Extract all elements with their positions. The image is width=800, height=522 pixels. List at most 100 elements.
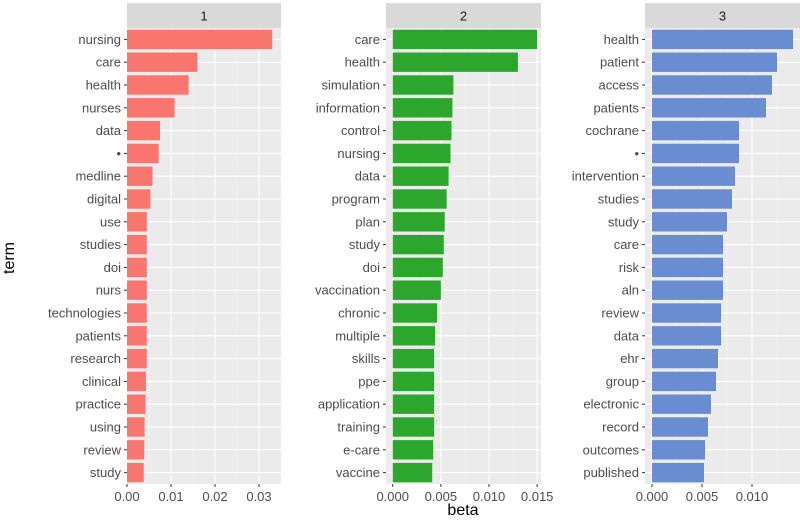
bar-simulation (392, 75, 454, 95)
bar-application (392, 394, 435, 414)
bar-health (127, 75, 189, 95)
y-tick-label: vaccination (315, 283, 380, 298)
y-tick-label: nursing (78, 32, 121, 47)
bar-information (392, 98, 453, 118)
bar-ppe (392, 371, 435, 392)
facet-strip (645, 3, 800, 28)
y-tick-label: care (614, 237, 639, 252)
x-tick-label: 0.02 (202, 489, 227, 504)
bar-intervention (652, 166, 735, 186)
bar-study (127, 462, 144, 483)
bar-use (127, 212, 147, 232)
facet-strip-label: 2 (460, 9, 467, 24)
y-tick-label: health (86, 78, 121, 93)
bar-practice (127, 394, 146, 414)
y-tick-label: program (332, 192, 380, 207)
y-tick-label: electronic (583, 397, 639, 412)
bar-care (652, 234, 723, 255)
bar-doi (392, 257, 443, 278)
y-tick-label: application (318, 397, 380, 412)
bar-digital (127, 189, 151, 209)
facet-panels: 1 nursing care health nurses data • medline digi… (48, 3, 800, 504)
bar-patient (652, 52, 777, 72)
bar-review (127, 440, 145, 460)
bar-program (392, 189, 447, 209)
bar-medline (127, 166, 153, 186)
bar-outcomes (652, 440, 705, 460)
y-tick-label: patient (600, 55, 639, 70)
y-tick-label: • (116, 146, 121, 161)
y-tick-label: care (96, 55, 121, 70)
y-tick-label: data (96, 123, 122, 138)
bar-care (127, 52, 198, 72)
bar-review (652, 303, 721, 323)
bar-care (392, 29, 538, 50)
y-tick-label: health (345, 55, 380, 70)
bar-• (127, 143, 159, 164)
bar-nursing (392, 143, 451, 164)
y-tick-label: simulation (321, 78, 380, 93)
y-tick-label: digital (87, 192, 121, 207)
y-tick-label: care (355, 32, 380, 47)
y-tick-label: nurses (82, 100, 122, 115)
facet-panel-3: 3 health patient access patients cochrane • int… (572, 3, 800, 504)
y-axis-title: term (1, 242, 18, 274)
y-tick-label: multiple (335, 328, 380, 343)
y-tick-label: chronic (338, 306, 380, 321)
bar-nursing (127, 29, 273, 50)
bar-using (127, 417, 145, 437)
y-tick-label: practice (75, 397, 121, 412)
y-tick-label: studies (598, 192, 640, 207)
bar-nurs (127, 280, 147, 300)
x-tick-label: 0.005 (425, 489, 458, 504)
y-tick-label: studies (80, 237, 122, 252)
bar-aln (652, 280, 723, 300)
y-tick-label: study (349, 237, 381, 252)
y-tick-label: use (100, 214, 121, 229)
y-tick-label: e-care (343, 442, 380, 457)
y-tick-label: ehr (620, 351, 639, 366)
y-tick-label: ppe (358, 374, 380, 389)
y-tick-label: access (599, 78, 640, 93)
bar-studies (652, 189, 732, 209)
y-tick-label: intervention (572, 169, 639, 184)
bar-research (127, 348, 147, 369)
bar-study (652, 212, 727, 232)
y-tick-label: • (634, 146, 639, 161)
bar-risk (652, 257, 723, 278)
x-tick-label: 0.000 (376, 489, 409, 504)
y-tick-label: outcomes (583, 442, 640, 457)
y-tick-label: review (601, 306, 639, 321)
y-tick-label: patients (75, 328, 121, 343)
bar-doi (127, 257, 147, 278)
facet-panel-2: 2 care health simulation information control n… (315, 3, 553, 504)
y-tick-label: doi (363, 260, 380, 275)
y-tick-label: information (316, 100, 380, 115)
y-tick-label: skills (352, 351, 381, 366)
facet-strip-label: 3 (719, 9, 726, 24)
facet-strip-label: 1 (200, 9, 207, 24)
bar-skills (392, 348, 435, 369)
y-tick-label: patients (593, 100, 639, 115)
bar-control (392, 120, 452, 141)
y-tick-label: study (608, 214, 640, 229)
y-tick-label: medline (75, 169, 121, 184)
facet-strip (127, 3, 281, 28)
bar-record (652, 417, 708, 437)
bar-clinical (127, 371, 146, 392)
bar-vaccination (392, 280, 441, 300)
bar-health (392, 52, 518, 72)
bar-multiple (392, 326, 436, 346)
bar-data (392, 166, 449, 186)
y-tick-label: review (83, 442, 121, 457)
bar-health (652, 29, 793, 50)
x-tick-label: 0.005 (686, 489, 719, 504)
bar-patients (652, 98, 766, 118)
bar-group (652, 371, 716, 392)
x-tick-label: 0.03 (246, 489, 271, 504)
y-tick-label: control (341, 123, 380, 138)
bar-data (127, 120, 160, 141)
bar-• (652, 143, 739, 164)
bar-study (392, 234, 444, 255)
y-tick-label: published (583, 465, 639, 480)
